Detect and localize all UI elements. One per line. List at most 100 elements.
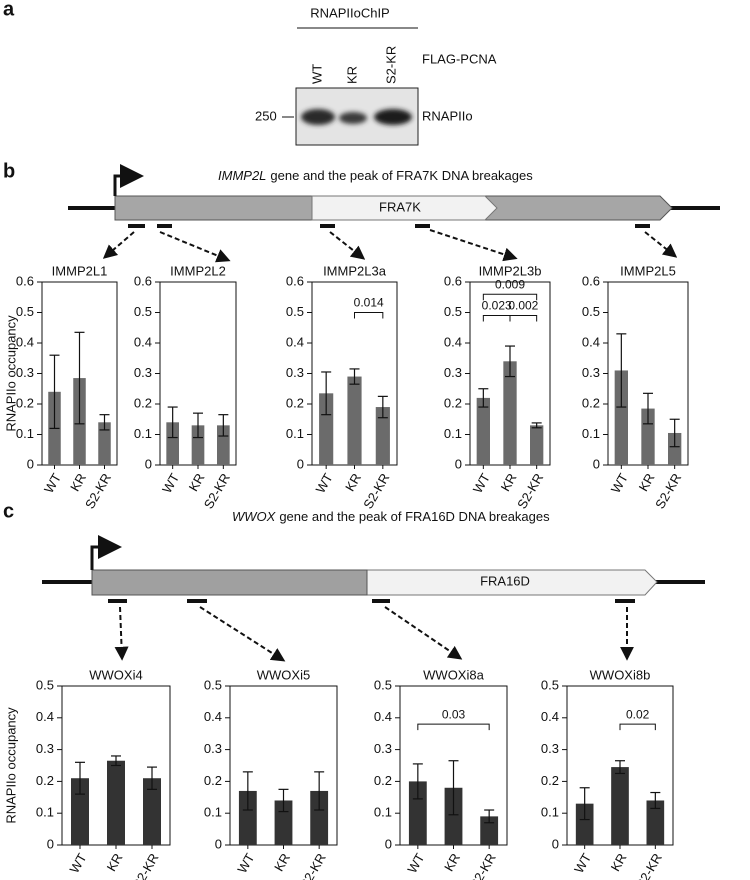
y-tick-label: 0 — [385, 836, 392, 851]
x-tick-label: WT — [404, 851, 427, 876]
bar — [575, 803, 594, 845]
error-bar — [412, 763, 423, 800]
x-tick-label: WT — [470, 471, 493, 496]
y-tick-label: 0.3 — [541, 741, 559, 756]
bar — [611, 767, 629, 845]
y-tick-label: 0.1 — [541, 805, 559, 820]
error-bar — [74, 331, 85, 425]
panel-label: c — [3, 500, 14, 522]
y-tick-label: 0.5 — [582, 304, 600, 319]
x-tick-label: S2-KR — [129, 851, 161, 880]
x-tick-label: WT — [571, 851, 594, 876]
bar — [668, 432, 682, 465]
y-tick-label: 0.2 — [374, 773, 392, 788]
region-label: FRA7K — [379, 199, 421, 214]
error-bar — [377, 395, 388, 419]
p-value-label: 0.023 — [482, 299, 512, 313]
y-tick-label: 0 — [593, 456, 600, 471]
x-tick-label: KR — [608, 851, 630, 874]
bar — [143, 778, 161, 845]
x-tick-label: KR — [186, 471, 208, 494]
y-tick-label: 0.4 — [204, 709, 222, 724]
lane-label: WT — [309, 64, 324, 84]
y-tick-label: 0.2 — [444, 395, 462, 410]
panel-label: a — [3, 0, 15, 20]
gene-name: IMMP2L — [218, 168, 266, 183]
y-tick-label: 0 — [455, 456, 462, 471]
bar — [646, 800, 665, 845]
x-tick-label: S2-KR — [633, 851, 665, 880]
band-label: RNAPIIo — [422, 108, 473, 123]
row-label: FLAG-PCNA — [422, 51, 497, 66]
chart-title: IMMP2L5 — [620, 263, 676, 278]
bar — [503, 361, 517, 465]
y-tick-label: 0.3 — [16, 365, 34, 380]
p-value-label: 0.002 — [508, 299, 538, 313]
bar — [107, 760, 125, 845]
error-bar — [218, 414, 229, 437]
y-tick-label: 0.4 — [374, 709, 392, 724]
x-tick-label: KR — [104, 851, 126, 874]
y-tick-label: 0.5 — [204, 677, 222, 692]
error-bar — [167, 406, 178, 439]
y-tick-label: 0.2 — [16, 395, 34, 410]
error-bar — [484, 809, 495, 824]
error-bar — [643, 392, 653, 425]
error-bar — [615, 760, 625, 775]
significance-bracket — [619, 723, 656, 731]
y-tick-label: 0.4 — [444, 334, 462, 349]
y-tick-label: 0 — [215, 836, 222, 851]
x-tick-label: WT — [234, 851, 257, 876]
error-bar — [49, 354, 60, 429]
p-value-label: 0.014 — [354, 296, 384, 310]
y-tick-label: 0.4 — [286, 334, 304, 349]
y-tick-label: 0.4 — [134, 334, 152, 349]
probe-arrows — [102, 224, 678, 662]
y-tick-label: 0.5 — [134, 304, 152, 319]
error-bar — [579, 787, 590, 821]
bar — [347, 376, 362, 465]
y-tick-label: 0.2 — [582, 395, 600, 410]
error-bar — [75, 761, 85, 795]
x-tick-label: S2-KR — [360, 471, 392, 512]
y-tick-label: 0.1 — [16, 426, 34, 441]
y-tick-label: 0.3 — [286, 365, 304, 380]
gene-title: IMMP2L gene and the peak of FRA7K DNA bre… — [218, 168, 533, 183]
error-bar — [111, 755, 121, 767]
y-axis-label: RNAPIIo occupancy — [3, 707, 18, 824]
y-tick-label: 0.5 — [286, 304, 304, 319]
gene-diagram — [68, 164, 720, 221]
y-tick-label: 0.2 — [204, 773, 222, 788]
significance-bracket — [482, 293, 538, 301]
bar — [530, 425, 544, 465]
y-tick-label: 0.3 — [444, 365, 462, 380]
y-tick-label: 0.4 — [582, 334, 600, 349]
bar — [408, 781, 427, 845]
y-tick-label: 0 — [297, 456, 304, 471]
y-axis-label: RNAPIIo occupancy — [3, 315, 18, 432]
lane-label: KR — [344, 66, 359, 84]
gene-diagram — [42, 535, 705, 596]
error-bar — [321, 371, 332, 416]
y-tick-label: 0.1 — [134, 426, 152, 441]
gene-title-text: gene and the peak of FRA7K DNA breakages — [270, 168, 533, 183]
y-tick-label: 0.5 — [374, 677, 392, 692]
y-tick-label: 0.1 — [36, 805, 54, 820]
p-value-label: 0.009 — [495, 277, 525, 291]
bar — [375, 407, 390, 465]
y-tick-label: 0.6 — [286, 273, 304, 288]
y-tick-label: 0.4 — [36, 709, 54, 724]
p-value-label: 0.02 — [626, 707, 650, 721]
y-tick-label: 0.5 — [444, 304, 462, 319]
bar — [444, 787, 463, 845]
bar — [217, 425, 230, 465]
x-tick-label: KR — [271, 851, 293, 874]
significance-bracket — [417, 723, 490, 731]
error-bar — [193, 412, 203, 439]
y-tick-label: 0.3 — [134, 365, 152, 380]
bar — [98, 422, 111, 465]
significance-bracket — [482, 315, 511, 322]
bar — [319, 393, 334, 465]
y-tick-label: 0.4 — [16, 334, 34, 349]
